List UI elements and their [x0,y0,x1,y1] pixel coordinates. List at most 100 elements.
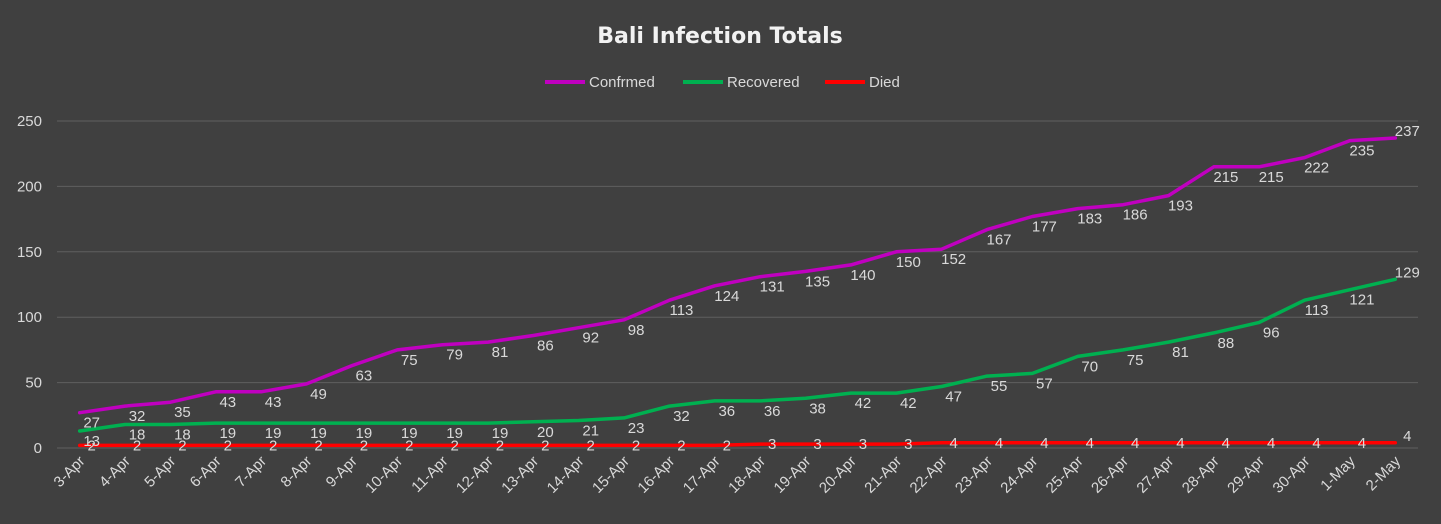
data-label-recovered: 19 [265,425,282,442]
legend-label-confrmed: Confrmed [589,74,655,91]
data-label-died: 2 [178,437,186,454]
data-label-confrmed: 92 [582,330,599,347]
data-label-died: 2 [723,437,731,454]
data-label-confrmed: 135 [805,273,830,290]
data-label-died: 4 [1086,435,1094,452]
data-label-recovered: 18 [129,426,146,443]
data-label-recovered: 88 [1218,335,1235,352]
y-tick-label: 50 [25,375,42,392]
data-label-confrmed: 98 [628,322,645,339]
data-label-died: 4 [1312,435,1320,452]
data-label-died: 3 [768,436,776,453]
data-label-confrmed: 152 [941,251,966,268]
data-label-confrmed: 186 [1123,207,1148,224]
data-label-recovered: 42 [900,395,917,412]
data-label-confrmed: 215 [1259,169,1284,186]
legend: Confrmed Recovered Died [545,74,900,91]
data-label-recovered: 47 [945,389,962,406]
data-label-recovered: 96 [1263,324,1280,341]
data-label-confrmed: 215 [1213,169,1238,186]
data-label-recovered: 32 [673,408,690,425]
data-label-recovered: 42 [855,395,872,412]
data-label-died: 4 [1358,435,1366,452]
data-label-died: 2 [405,437,413,454]
data-label-died: 3 [859,436,867,453]
legend-label-died: Died [869,74,900,91]
data-label-died: 4 [1222,435,1230,452]
legend-label-recovered: Recovered [727,74,800,91]
data-label-confrmed: 63 [356,368,373,385]
data-label-recovered: 129 [1395,264,1420,281]
data-label-died: 4 [1403,428,1411,445]
data-label-recovered: 57 [1036,375,1053,392]
y-tick-label: 150 [17,244,42,261]
data-label-died: 2 [224,437,232,454]
data-label-recovered: 36 [764,403,781,420]
data-label-died: 4 [1040,435,1048,452]
data-label-died: 3 [904,436,912,453]
data-label-confrmed: 131 [760,279,785,296]
series-line-recovered [77,277,1398,433]
data-label-recovered: 81 [1172,344,1189,361]
data-label-confrmed: 193 [1168,198,1193,215]
data-label-died: 2 [450,437,458,454]
data-label-confrmed: 86 [537,338,554,355]
data-label-confrmed: 81 [492,344,509,361]
series-line-confrmed [77,136,1398,415]
data-label-recovered: 70 [1081,358,1098,375]
data-label-confrmed: 43 [219,394,236,411]
data-label-died: 2 [314,437,322,454]
data-label-died: 4 [1131,435,1139,452]
data-label-recovered: 55 [991,378,1008,395]
data-label-confrmed: 183 [1077,211,1102,228]
y-tick-label: 0 [34,440,42,457]
data-label-recovered: 19 [401,425,418,442]
data-label-confrmed: 35 [174,404,191,421]
data-label-recovered: 38 [809,400,826,417]
data-label-died: 4 [995,435,1003,452]
data-label-confrmed: 150 [896,254,921,271]
data-label-recovered: 36 [718,403,735,420]
data-label-died: 2 [360,437,368,454]
data-label-died: 2 [496,437,504,454]
data-label-died: 2 [269,437,277,454]
data-label-recovered: 13 [83,433,100,450]
data-label-died: 2 [541,437,549,454]
data-label-confrmed: 32 [129,408,146,425]
data-label-recovered: 19 [446,425,463,442]
chart-title: Bali Infection Totals [597,24,842,49]
data-label-died: 4 [949,435,957,452]
data-label-recovered: 113 [1305,302,1329,319]
data-label-recovered: 19 [356,425,373,442]
y-tick-label: 250 [17,113,42,130]
data-label-recovered: 121 [1349,292,1374,309]
data-label-confrmed: 43 [265,394,282,411]
data-label-died: 2 [88,437,96,454]
data-label-died: 3 [813,436,821,453]
data-label-died: 2 [632,437,640,454]
data-label-confrmed: 222 [1304,160,1329,177]
data-label-confrmed: 75 [401,352,418,369]
series-lines [77,136,1398,448]
data-label-recovered: 23 [628,420,645,437]
gridlines [57,120,1418,449]
y-tick-label: 100 [17,309,42,326]
data-label-recovered: 75 [1127,352,1144,369]
data-label-recovered: 20 [537,424,554,441]
data-label-confrmed: 235 [1349,143,1374,160]
data-label-died: 2 [133,437,141,454]
data-label-confrmed: 113 [669,302,693,319]
series-line-died [77,441,1398,448]
data-label-confrmed: 79 [446,347,463,364]
data-label-died: 4 [1267,435,1275,452]
y-tick-label: 200 [17,178,42,195]
data-label-confrmed: 167 [987,232,1012,249]
data-label-recovered: 21 [582,423,599,440]
data-label-confrmed: 237 [1395,123,1420,140]
data-label-confrmed: 27 [83,415,100,432]
data-label-confrmed: 140 [850,267,875,284]
